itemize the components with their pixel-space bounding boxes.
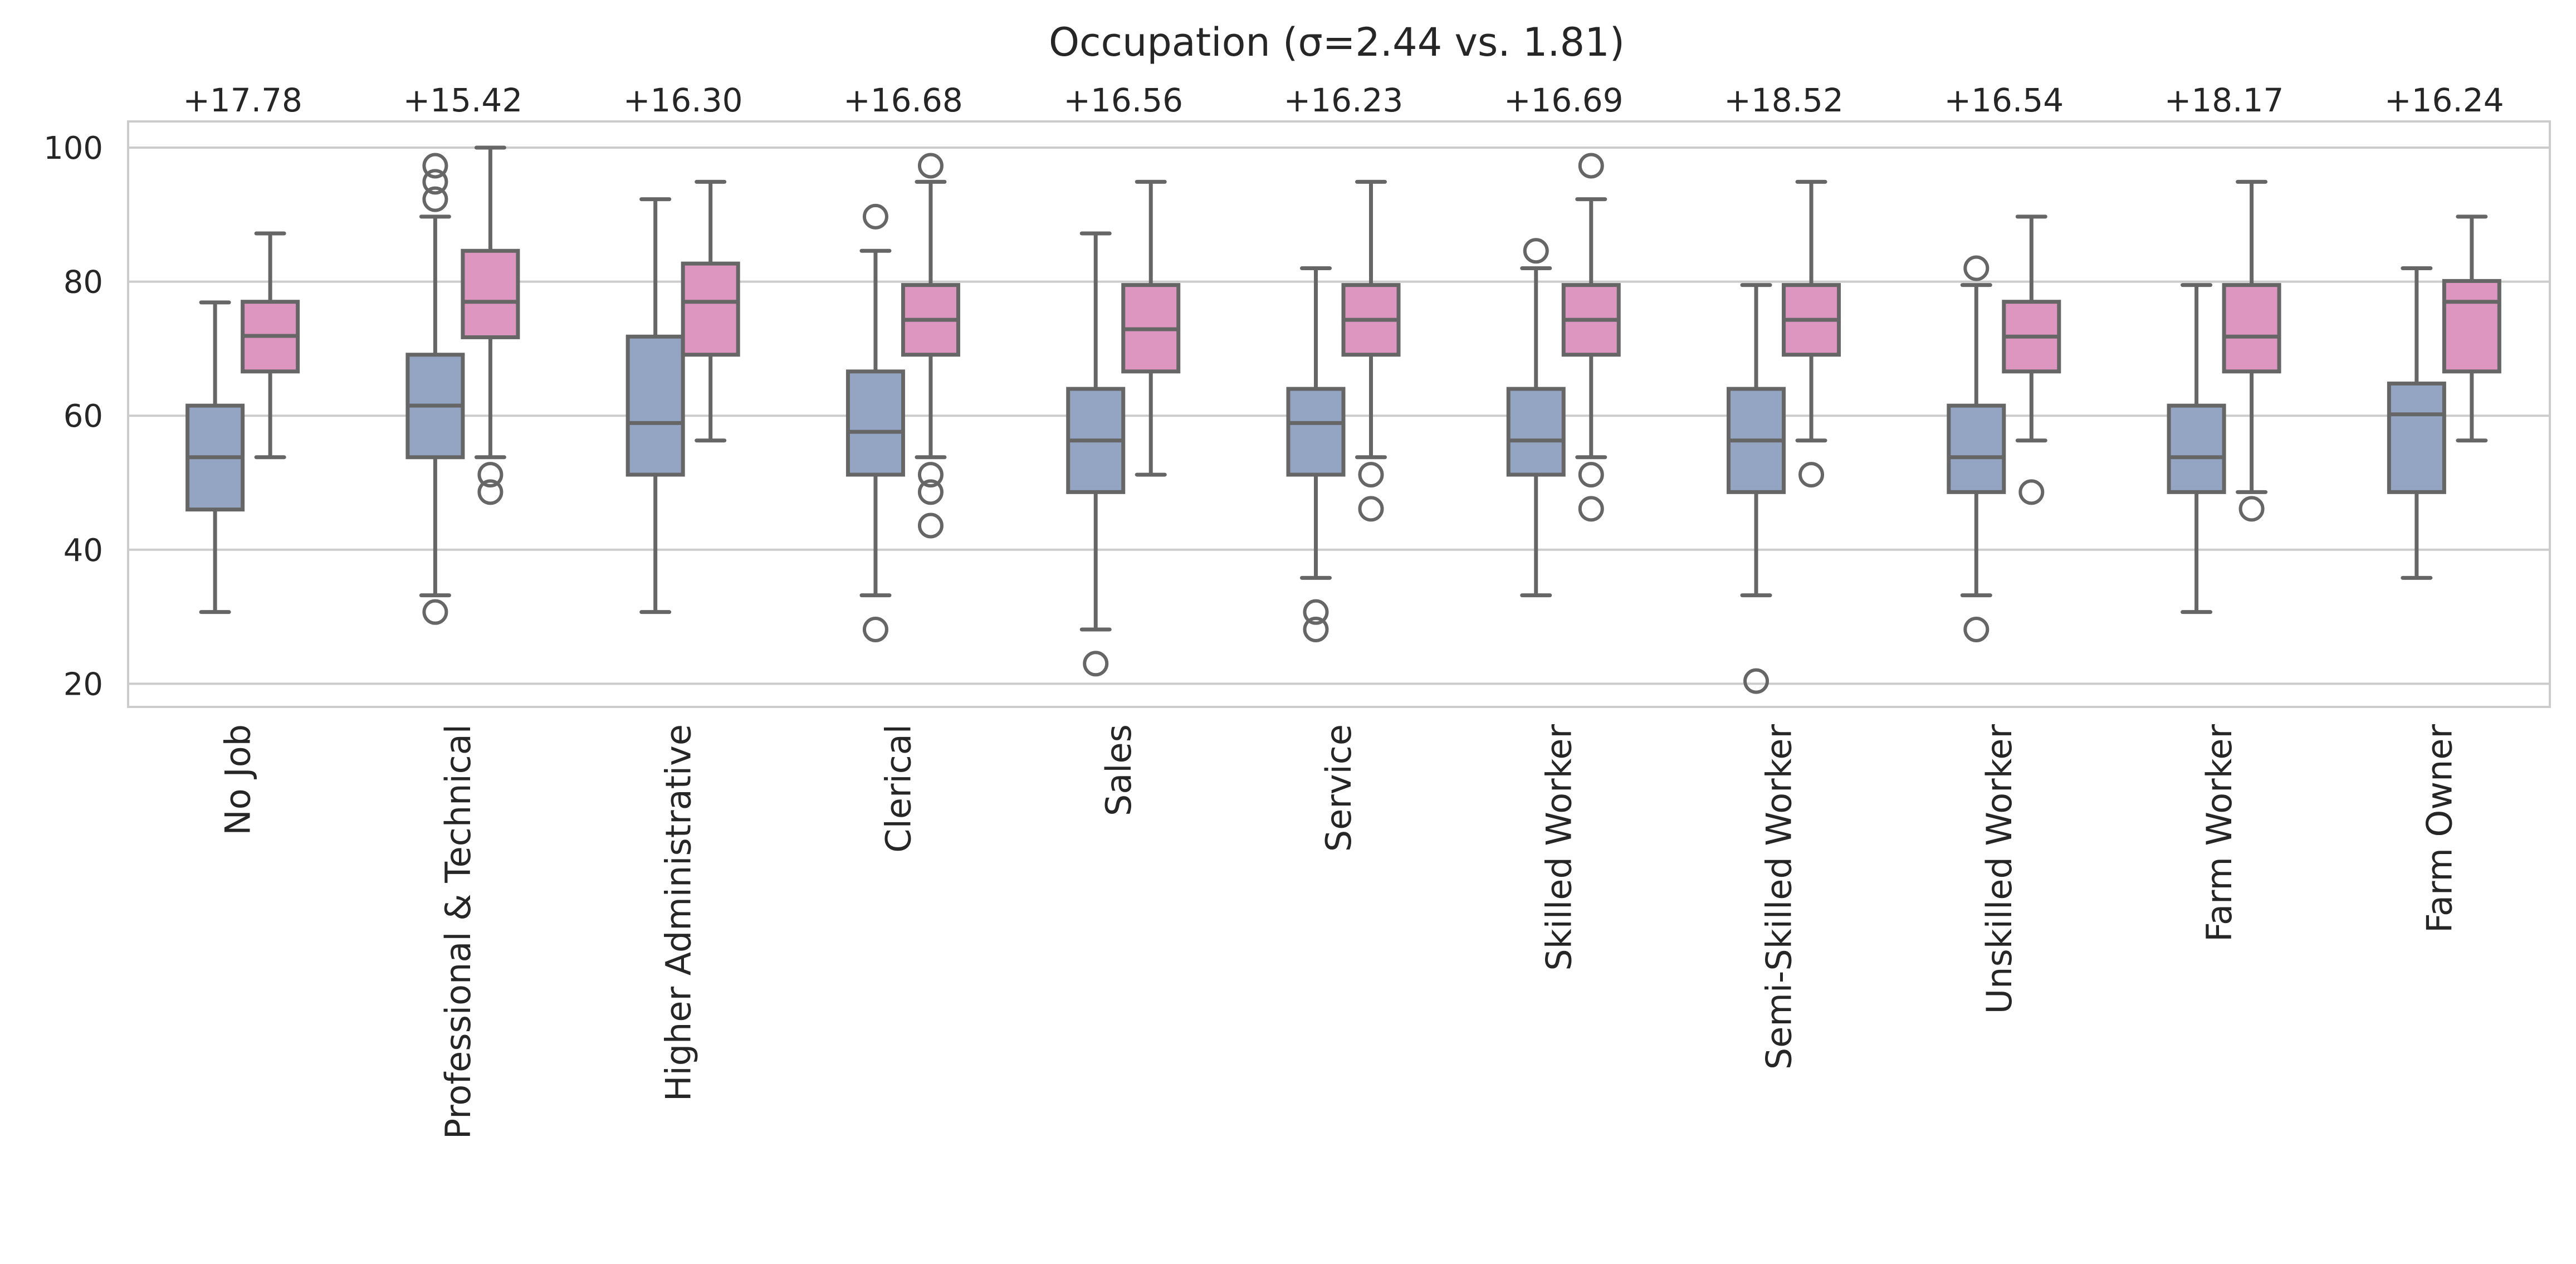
box-series-a: [405, 153, 465, 625]
box-series-b: [1121, 179, 1181, 477]
x-tick-label: No Job: [218, 724, 258, 836]
x-tick-label: Clerical: [878, 724, 919, 853]
outlier-point: [477, 462, 504, 488]
box-series-a: [845, 203, 905, 642]
iqr-box: [1506, 387, 1566, 477]
outlier-point: [917, 479, 944, 505]
outlier-point: [2238, 496, 2265, 522]
outlier-point: [1578, 496, 1604, 522]
boxes: [185, 145, 2501, 694]
x-tick-label: Farm Owner: [2419, 724, 2460, 933]
box-series-b: [901, 153, 960, 539]
iqr-box: [461, 248, 520, 339]
annotations: +17.78 +15.42 +16.30 +16.68 +16.56 +16.23 +16.…: [183, 81, 2504, 119]
outlier-point: [1798, 462, 1825, 488]
outlier-point: [917, 462, 944, 488]
difference-label: +16.69: [1504, 81, 1624, 119]
x-tick-label: Service: [1318, 724, 1359, 852]
iqr-box: [681, 261, 740, 357]
outlier-point: [422, 186, 448, 212]
iqr-box: [625, 334, 685, 477]
outlier-point: [1358, 462, 1384, 488]
difference-label: +17.78: [183, 81, 302, 119]
box-series-a: [1947, 255, 2006, 642]
outlier-point: [1523, 238, 1549, 264]
y-tick-label: 60: [63, 398, 103, 435]
outlier-point: [862, 616, 888, 642]
outlier-point: [917, 513, 944, 539]
box-series-b: [1561, 153, 1621, 522]
iqr-box: [2442, 279, 2501, 374]
box-series-a: [1066, 231, 1126, 677]
outlier-point: [917, 153, 944, 179]
box-series-b: [2002, 214, 2061, 505]
iqr-box: [1286, 387, 1346, 477]
box-series-a: [625, 197, 685, 614]
x-tick-label: Unskilled Worker: [1979, 724, 2020, 1014]
box-series-a: [1286, 266, 1346, 642]
plot-frame: [127, 120, 2551, 708]
box-series-b: [1341, 179, 1401, 522]
difference-label: +16.23: [1284, 81, 1404, 119]
outlier-point: [862, 203, 888, 230]
iqr-box: [2387, 381, 2446, 494]
iqr-box: [2167, 403, 2226, 494]
box-series-a: [2387, 266, 2446, 580]
x-tick-label: Skilled Worker: [1538, 724, 1579, 971]
outlier-point: [1303, 616, 1329, 642]
difference-label: +18.52: [1724, 81, 1844, 119]
y-tick-label: 20: [63, 666, 103, 702]
difference-label: +16.30: [623, 81, 743, 119]
outlier-point: [422, 153, 448, 179]
outlier-point: [2018, 479, 2045, 505]
outlier-point: [422, 599, 448, 625]
outlier-point: [477, 479, 504, 505]
box-series-a: [185, 300, 245, 614]
outlier-point: [1303, 599, 1329, 625]
difference-label: +18.17: [2164, 81, 2284, 119]
iqr-box: [1947, 403, 2006, 494]
x-axis: No Job Professional & Technical Higher Adm…: [218, 724, 2460, 1139]
box-series-b: [681, 179, 740, 443]
outlier-point: [1743, 668, 1770, 694]
box-series-a: [2167, 283, 2226, 614]
outlier-point: [1578, 153, 1604, 179]
x-tick-label: Sales: [1098, 724, 1139, 816]
y-tick-label: 40: [63, 533, 103, 569]
outlier-point: [1083, 651, 1109, 677]
chart-title: Occupation (σ=2.44 vs. 1.81): [1049, 19, 1625, 65]
box-series-a: [1727, 283, 1786, 694]
iqr-box: [2222, 283, 2281, 374]
outlier-point: [1963, 255, 1990, 281]
x-tick-label: Higher Administrative: [658, 724, 698, 1101]
x-tick-label: Professional & Technical: [438, 724, 478, 1139]
x-tick-label: Semi-Skilled Worker: [1759, 724, 1800, 1070]
box-series-b: [2222, 179, 2281, 522]
difference-label: +16.56: [1063, 81, 1183, 119]
y-tick-label: 100: [43, 130, 103, 167]
difference-label: +16.68: [843, 81, 963, 119]
outlier-point: [1963, 616, 1990, 642]
box-series-b: [461, 145, 520, 505]
box-series-b: [241, 231, 300, 460]
box-series-b: [1782, 179, 1841, 488]
y-axis: 20 40 60 80 100: [43, 130, 103, 702]
difference-label: +16.24: [2384, 81, 2504, 119]
box-series-b: [2442, 214, 2501, 443]
iqr-box: [845, 369, 905, 477]
box-series-a: [1506, 238, 1566, 598]
x-tick-label: Farm Worker: [2199, 724, 2240, 941]
outlier-point: [1578, 462, 1604, 488]
outlier-point: [422, 169, 448, 195]
difference-label: +15.42: [403, 81, 523, 119]
outlier-point: [1358, 496, 1384, 522]
y-tick-label: 80: [63, 265, 103, 301]
difference-label: +16.54: [1944, 81, 2064, 119]
